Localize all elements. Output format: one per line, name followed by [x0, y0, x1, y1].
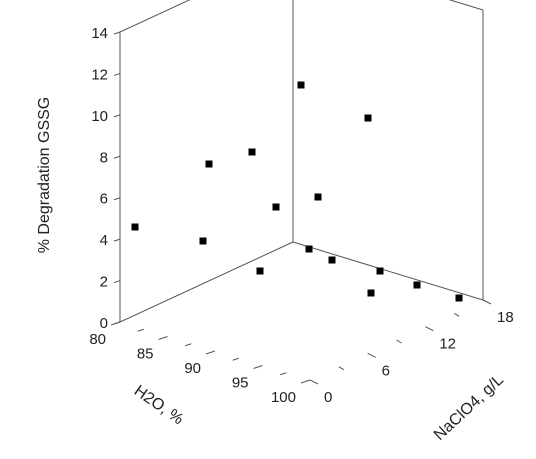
x-tick-mark: [158, 336, 168, 340]
data-point: [314, 193, 322, 201]
x-tick-label: 90: [184, 360, 201, 377]
x-axis-label: H2O, %: [131, 382, 187, 428]
x-tick-mark: [300, 379, 311, 384]
z-tick-label: 2: [100, 274, 108, 291]
z-tick-label: 12: [91, 66, 108, 83]
z-axis-label: % Degradation GSSG: [36, 97, 53, 254]
x-minor-tick-mark: [185, 343, 192, 347]
y-tick-label: 0: [324, 389, 332, 406]
y-axis-label: NaClO4, g/L: [431, 371, 507, 444]
x-minor-tick-mark: [137, 328, 144, 332]
y-tick-mark: [482, 299, 492, 305]
top-edge-left: [119, 0, 191, 33]
data-point: [413, 281, 421, 289]
y-minor-tick-mark: [453, 312, 460, 317]
y-tick-label: 12: [439, 336, 456, 353]
z-tick-label: 4: [100, 232, 108, 249]
y-tick-mark: [425, 326, 434, 332]
z-axis-ticks: 0 2 4 6 8 10 12 14: [91, 25, 121, 332]
data-point: [367, 289, 375, 297]
data-point: [328, 256, 336, 264]
z-tick-mark: [113, 280, 121, 284]
data-point: [305, 245, 313, 253]
x-minor-tick-mark: [232, 357, 239, 361]
x-tick-mark: [110, 321, 121, 326]
z-tick-label: 0: [100, 315, 108, 332]
data-point: [248, 148, 256, 156]
z-tick-label: 14: [91, 25, 108, 42]
data-points: [131, 81, 463, 302]
z-tick-label: 6: [100, 191, 108, 208]
y-tick-label: 6: [382, 362, 390, 379]
data-point: [272, 203, 280, 211]
z-tick-mark: [113, 155, 121, 159]
z-tick-mark: [113, 114, 121, 118]
data-point: [205, 160, 213, 168]
z-tick-mark: [113, 197, 121, 201]
y-axis-ticks: 0 6 12 18: [309, 299, 514, 406]
data-point: [455, 294, 463, 302]
floor-edge-back-right: [292, 241, 484, 301]
floor-edge-back-left: [119, 241, 294, 323]
z-tick-label: 8: [100, 149, 108, 166]
x-minor-tick-mark: [280, 372, 287, 376]
z-tick-mark: [113, 238, 121, 242]
y-minor-tick-mark: [396, 339, 402, 344]
x-tick-label: 85: [137, 346, 154, 363]
data-point: [364, 114, 372, 122]
z-tick-mark: [113, 31, 121, 35]
chart-frame: [119, 0, 484, 323]
data-point: [199, 237, 207, 245]
data-point: [297, 81, 305, 89]
x-tick-label: 80: [89, 331, 106, 348]
z-tick-mark: [113, 72, 121, 76]
x-tick-label: 100: [271, 389, 296, 406]
top-edge-right: [448, 0, 484, 11]
y-tick-mark: [309, 379, 319, 385]
x-tick-mark: [253, 365, 263, 369]
y-tick-label: 18: [497, 309, 514, 326]
data-point: [256, 267, 264, 275]
data-point: [131, 223, 139, 231]
x-tick-label: 95: [232, 375, 249, 392]
z-tick-label: 10: [91, 108, 108, 125]
y-minor-tick-mark: [338, 366, 345, 371]
data-point: [376, 267, 384, 275]
x-axis-ticks: 80 85 90 95 100: [89, 321, 311, 406]
x-tick-mark: [205, 350, 216, 355]
y-tick-mark: [367, 352, 376, 358]
